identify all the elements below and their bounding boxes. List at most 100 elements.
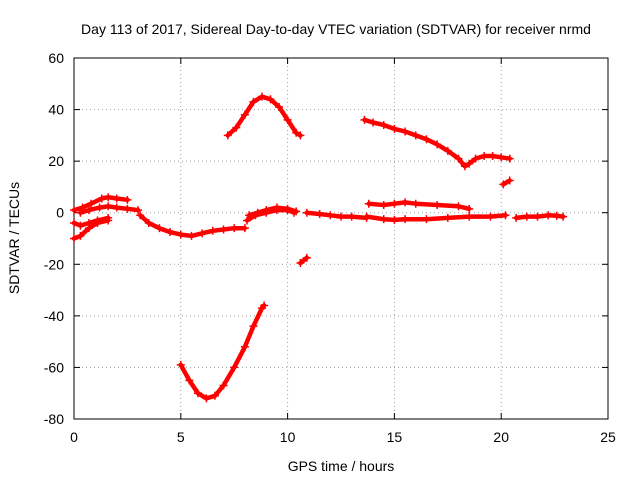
data-point xyxy=(87,199,96,208)
series-arc-o xyxy=(296,253,311,267)
data-point xyxy=(499,180,508,189)
y-tick-label: 40 xyxy=(48,102,64,118)
data-point xyxy=(433,140,442,149)
data-point xyxy=(185,376,194,385)
series-arc-b xyxy=(70,216,113,243)
data-point xyxy=(176,230,185,239)
data-point xyxy=(266,95,275,104)
series-arc-p xyxy=(512,211,568,222)
data-point xyxy=(296,131,305,140)
data-point xyxy=(123,195,132,204)
y-tick-label: 0 xyxy=(56,205,64,221)
data-point xyxy=(465,204,474,213)
series-line xyxy=(298,255,310,266)
y-tick-label: -20 xyxy=(44,256,64,272)
data-point xyxy=(70,234,78,243)
data-point xyxy=(112,194,121,203)
data-point xyxy=(302,208,311,217)
data-point xyxy=(505,176,514,185)
data-point xyxy=(337,212,345,221)
y-tick-label: -40 xyxy=(44,308,64,324)
data-point xyxy=(93,219,102,228)
data-point xyxy=(460,162,469,171)
series-line xyxy=(225,94,303,138)
data-point xyxy=(249,97,258,106)
data-point xyxy=(84,224,93,233)
data-point xyxy=(486,212,495,221)
data-point xyxy=(559,212,568,221)
data-point xyxy=(193,389,202,398)
data-point xyxy=(245,211,254,220)
data-point xyxy=(155,224,164,233)
data-point xyxy=(219,225,228,234)
data-point xyxy=(292,128,301,137)
series-line xyxy=(178,303,267,401)
data-point xyxy=(411,199,420,208)
y-tick-label: -80 xyxy=(44,411,64,427)
data-point xyxy=(379,121,388,130)
data-point xyxy=(112,203,121,212)
data-point xyxy=(443,213,452,222)
data-point xyxy=(497,153,506,162)
data-point xyxy=(97,194,106,203)
data-point xyxy=(136,211,145,220)
data-point xyxy=(104,202,113,211)
series-arc-k xyxy=(223,92,305,140)
data-point xyxy=(501,211,510,220)
data-point xyxy=(401,198,410,207)
y-tick-label: 60 xyxy=(48,50,64,66)
data-series xyxy=(70,92,568,403)
data-point xyxy=(176,360,185,369)
series-arc-j xyxy=(364,198,474,213)
data-point xyxy=(240,110,249,119)
data-point xyxy=(360,115,369,124)
data-point xyxy=(465,159,474,168)
data-point xyxy=(257,92,266,101)
series-arc-l xyxy=(176,301,269,403)
data-point xyxy=(134,206,143,215)
data-point xyxy=(480,151,489,160)
data-point xyxy=(401,127,410,136)
series-arc-m xyxy=(360,115,514,171)
series-arc-i xyxy=(362,211,510,224)
data-point xyxy=(471,154,480,163)
data-point xyxy=(240,224,249,233)
plot-frame xyxy=(73,57,609,420)
data-point xyxy=(315,210,324,219)
data-point xyxy=(144,219,153,228)
data-point xyxy=(488,151,497,160)
y-tick-label: 20 xyxy=(48,153,64,169)
data-point xyxy=(454,202,463,211)
data-point xyxy=(230,224,239,233)
series-arc-c xyxy=(70,193,132,215)
data-point xyxy=(123,204,132,213)
series-arc-n xyxy=(499,176,514,189)
data-point xyxy=(104,193,113,202)
x-tick-label: 5 xyxy=(177,429,185,445)
data-point xyxy=(223,131,232,140)
data-point xyxy=(411,131,420,140)
data-point xyxy=(210,391,219,400)
data-point xyxy=(272,203,281,212)
data-point xyxy=(364,199,373,208)
data-point xyxy=(533,212,542,221)
x-tick-label: 25 xyxy=(600,429,616,445)
data-point xyxy=(187,231,196,240)
data-point xyxy=(552,211,561,220)
y-tick-label: -60 xyxy=(44,359,64,375)
data-point xyxy=(369,118,378,127)
data-point xyxy=(70,219,78,228)
chart-title: Day 113 of 2017, Sidereal Day-to-day VTE… xyxy=(81,21,591,37)
data-point xyxy=(465,212,474,221)
data-point xyxy=(390,215,399,224)
data-point xyxy=(76,231,85,240)
data-point xyxy=(219,381,228,390)
data-point xyxy=(202,394,211,403)
data-point xyxy=(104,216,113,225)
data-point xyxy=(326,211,335,220)
data-point xyxy=(243,216,252,225)
data-point xyxy=(422,215,431,224)
data-point xyxy=(283,115,292,124)
x-tick-label: 10 xyxy=(280,429,296,445)
